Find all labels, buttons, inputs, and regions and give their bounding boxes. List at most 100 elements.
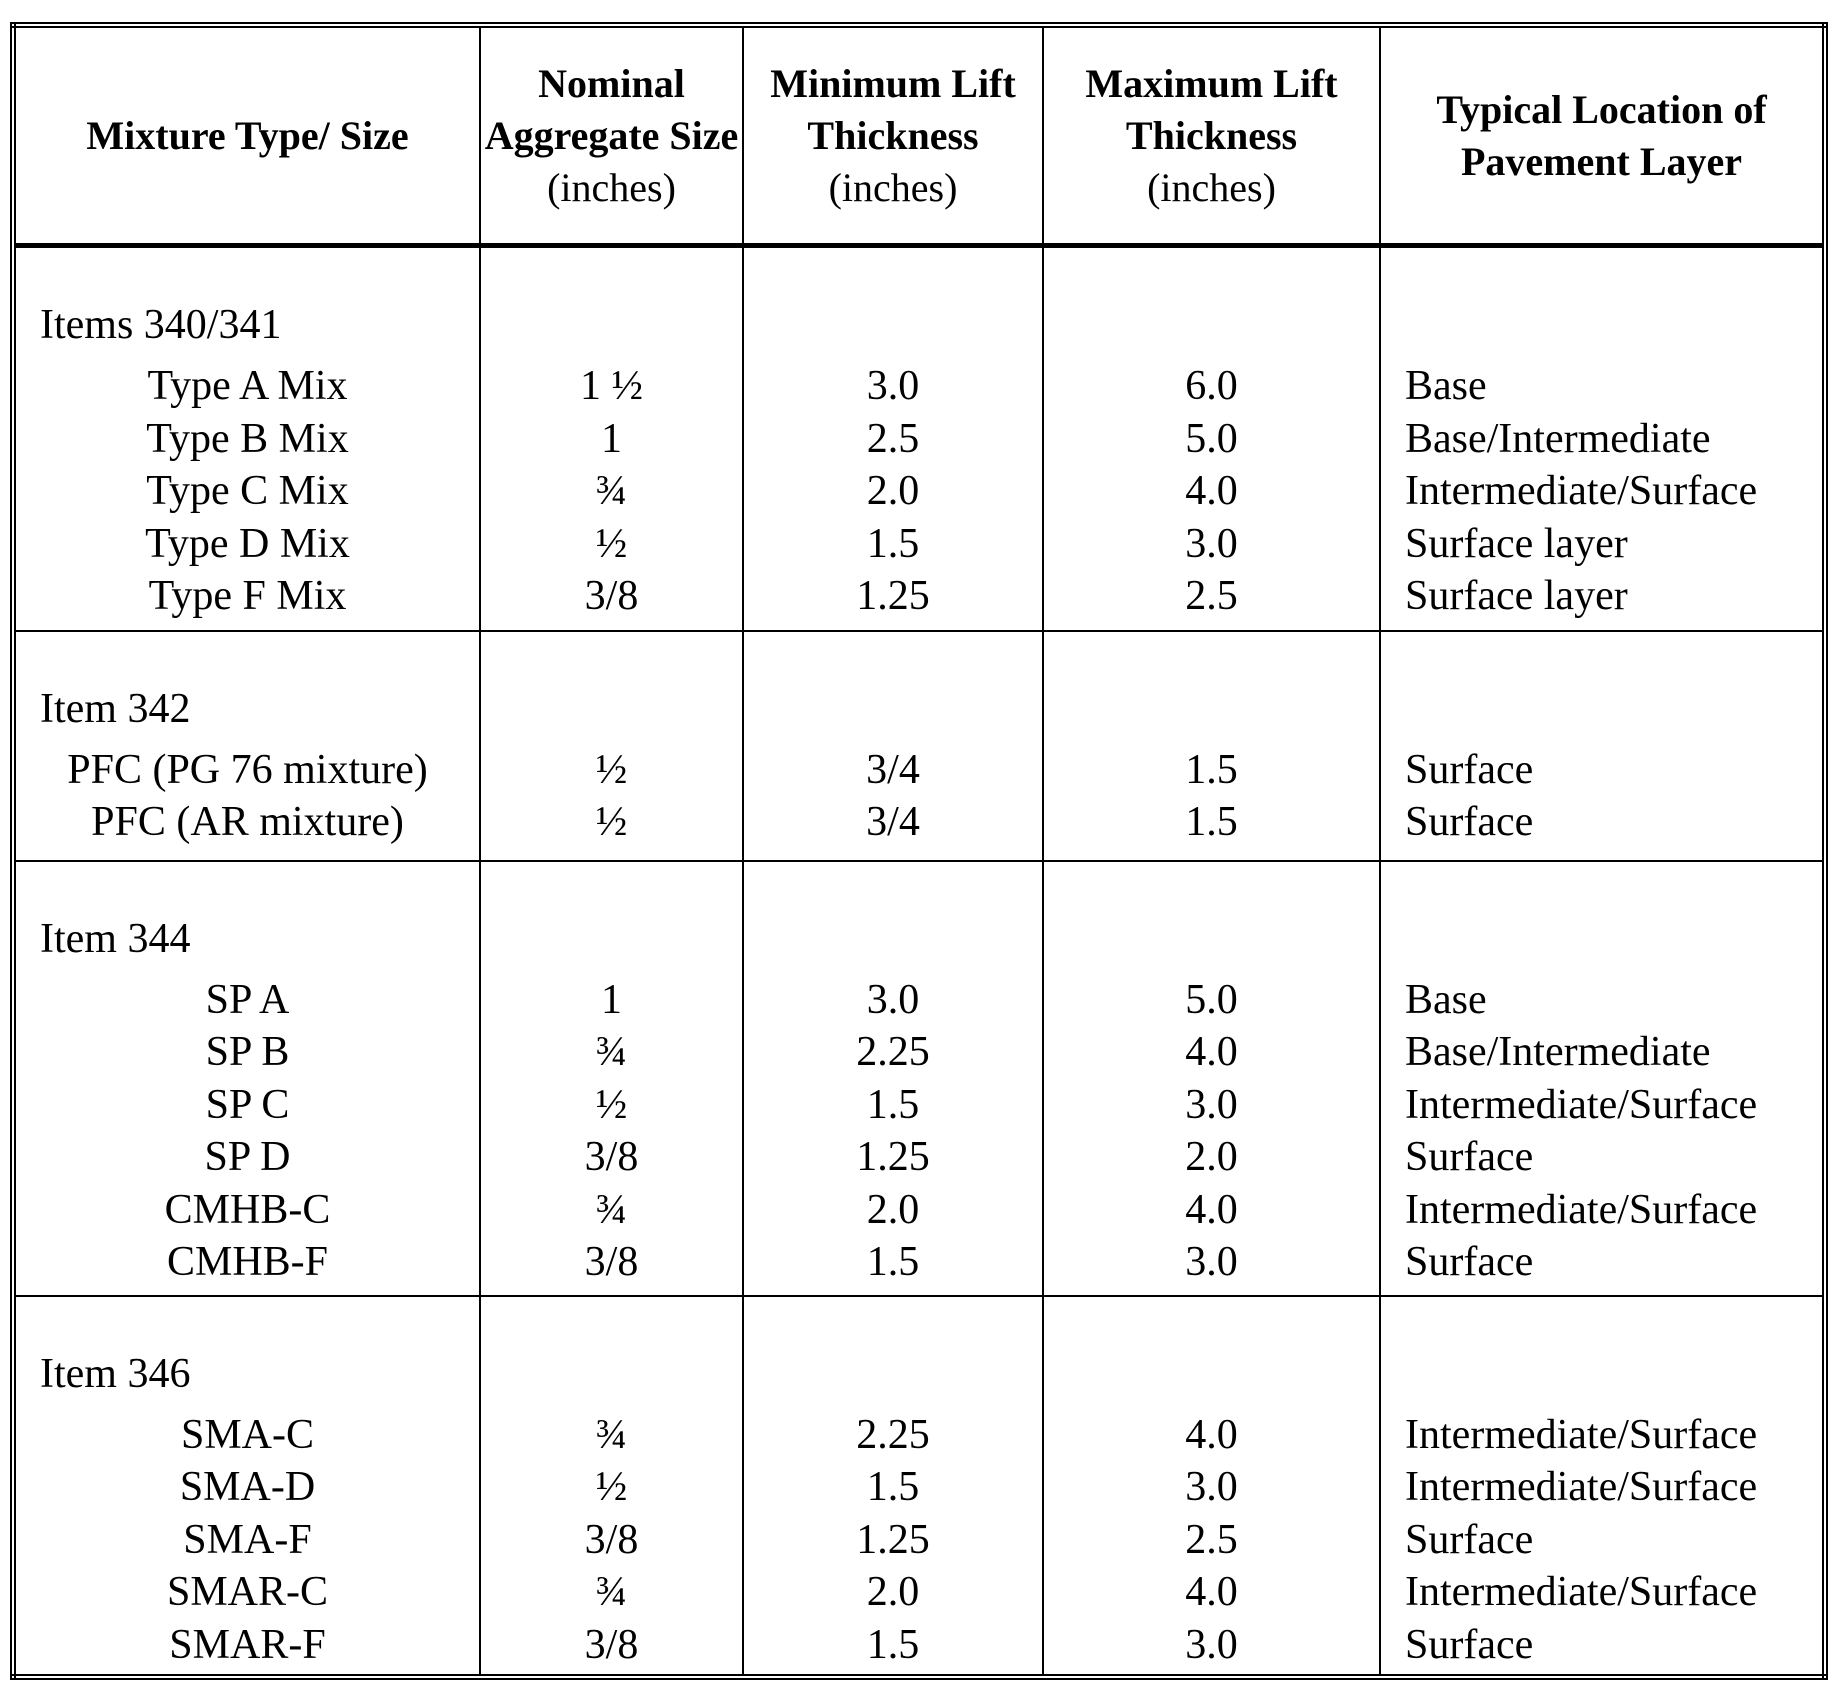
mixture-name: SP A [205, 976, 290, 1023]
spacer [744, 300, 1042, 360]
mixture-name: SMA-F [183, 1516, 312, 1563]
cell-value: 1 [601, 976, 622, 1023]
cell-value: 3.0 [1185, 1239, 1238, 1285]
cell-value: 1.25 [856, 1516, 930, 1563]
lift-thickness-table: Mixture Type/ Size Nominal Aggregate Size… [10, 22, 1828, 1680]
cell-value: 1.5 [866, 520, 920, 567]
cell-value: Surface layer [1405, 520, 1628, 567]
cell-value: Surface layer [1405, 573, 1628, 619]
cell-value: ½ [595, 520, 628, 567]
cell-value: 3/8 [584, 1239, 639, 1285]
group-row: Item 342 PFC (PG 76 mixture) PFC (AR mixtu… [12, 630, 1826, 862]
group-cell: ¾ ½ 3/8 ¾ 3/8 [479, 1295, 744, 1678]
group-cell: 5.0 4.0 3.0 2.0 4.0 3.0 [1042, 860, 1381, 1297]
mixture-name: SMA-C [180, 1411, 315, 1458]
group-cell: 1.5 1.5 [1042, 630, 1381, 862]
group-cell: Item 344 SP A SP B SP C SP D CMHB-C CMHB-F [12, 860, 481, 1297]
cell-value: 1.5 [1185, 799, 1238, 845]
group-title: Item 346 [40, 1350, 191, 1397]
header-title: Mixture Type/ Size [86, 112, 409, 158]
group-cell: 6.0 5.0 4.0 3.0 2.5 [1042, 245, 1381, 632]
cell-value: 3/8 [584, 573, 639, 619]
group-cell: 2.25 1.5 1.25 2.0 1.5 [742, 1295, 1044, 1678]
group-cell: 1 ½ 1 ¾ ½ 3/8 [479, 245, 744, 632]
cell-value: 1.5 [866, 1239, 920, 1285]
cell-value: 1 ½ [580, 363, 643, 409]
mixture-name: PFC (PG 76 mixture) [67, 746, 428, 793]
cell-value: 2.5 [866, 415, 920, 462]
group-cell: Intermediate/Surface Intermediate/Surface… [1379, 1295, 1826, 1678]
mixture-name: SMA-D [179, 1464, 316, 1510]
cell-value: 3.0 [866, 363, 920, 409]
cell-value: ¾ [595, 468, 628, 514]
cell-value: 6.0 [1185, 363, 1238, 409]
mixture-name: Type B Mix [146, 415, 349, 462]
cell-value: Base/Intermediate [1405, 415, 1711, 462]
header-unit: (inches) [1147, 164, 1276, 210]
spacer [1044, 1349, 1379, 1409]
cell-value: ¾ [595, 1029, 628, 1075]
cell-value: ¾ [595, 1569, 628, 1615]
header-title: Nominal Aggregate Size [484, 60, 739, 158]
header-unit: (inches) [547, 164, 676, 210]
group-row: Item 344 SP A SP B SP C SP D CMHB-C CMHB-F 1 ¾ ½ 3… [12, 860, 1826, 1297]
spacer [1381, 1349, 1822, 1409]
cell-value: ½ [595, 1464, 628, 1510]
cell-value: 1.5 [866, 1081, 920, 1128]
group-row: Item 346 SMA-C SMA-D SMA-F SMAR-C SMAR-F ¾ ½ 3/8… [12, 1295, 1826, 1678]
cell-value: 1.25 [856, 573, 930, 619]
group-cell: 4.0 3.0 2.5 4.0 3.0 [1042, 1295, 1381, 1678]
group-title: Item 342 [40, 685, 191, 732]
cell-value: Surface [1405, 1134, 1534, 1180]
cell-value: 3/8 [584, 1516, 639, 1563]
cell-value: 1 [601, 415, 622, 462]
spacer [481, 300, 742, 360]
mixture-name: Type A Mix [147, 363, 348, 409]
column-header: Minimum Lift Thickness (inches) [742, 25, 1044, 248]
cell-value: Intermediate/Surface [1405, 1464, 1758, 1510]
header-title: Maximum Lift Thickness [1085, 60, 1338, 158]
group-cell: Items 340/341 Type A Mix Type B Mix Type C … [12, 245, 481, 632]
cell-value: 2.25 [856, 1029, 930, 1075]
mixture-name: Type F Mix [148, 573, 347, 619]
spacer [1381, 684, 1822, 744]
cell-value: 1.5 [866, 1621, 920, 1668]
mixture-name: SP D [204, 1134, 291, 1180]
spacer [1044, 300, 1379, 360]
spacer [481, 684, 742, 744]
cell-value: 2.5 [1185, 1516, 1238, 1563]
group-row: Items 340/341 Type A Mix Type B Mix Type C … [12, 245, 1826, 632]
cell-value: 3.0 [1185, 1621, 1238, 1668]
cell-value: Surface [1405, 1516, 1534, 1563]
cell-value: 4.0 [1185, 1186, 1238, 1233]
header-title: Minimum Lift Thickness [770, 60, 1016, 158]
cell-value: Intermediate/Surface [1405, 1411, 1758, 1458]
cell-value: 2.5 [1185, 573, 1238, 619]
cell-value: Base [1405, 976, 1487, 1023]
cell-value: ½ [595, 1081, 628, 1128]
cell-value: Surface [1405, 799, 1534, 845]
group-cell: Base Base/Intermediate Intermediate/Surfac… [1379, 860, 1826, 1297]
cell-value: 2.0 [1185, 1134, 1238, 1180]
cell-value: Intermediate/Surface [1405, 1569, 1758, 1615]
spacer [744, 914, 1042, 974]
cell-value: Base/Intermediate [1405, 1029, 1711, 1075]
group-title: Item 344 [40, 915, 191, 962]
cell-value: 3/8 [584, 1134, 639, 1180]
cell-value: 3.0 [1185, 520, 1238, 567]
group-cell: 1 ¾ ½ 3/8 ¾ 3/8 [479, 860, 744, 1297]
cell-value: Surface [1405, 746, 1534, 793]
mixture-name: CMHB-C [164, 1186, 331, 1233]
spacer [1044, 684, 1379, 744]
mixture-name: SMAR-F [169, 1621, 326, 1668]
group-cell: Item 346 SMA-C SMA-D SMA-F SMAR-C SMAR-F [12, 1295, 481, 1678]
spacer [744, 684, 1042, 744]
header-unit: (inches) [828, 164, 958, 210]
group-title: Items 340/341 [40, 302, 282, 348]
cell-value: 4.0 [1185, 1411, 1238, 1458]
column-header: Maximum Lift Thickness (inches) [1042, 25, 1381, 248]
cell-value: 4.0 [1185, 468, 1238, 514]
spacer [481, 1349, 742, 1409]
